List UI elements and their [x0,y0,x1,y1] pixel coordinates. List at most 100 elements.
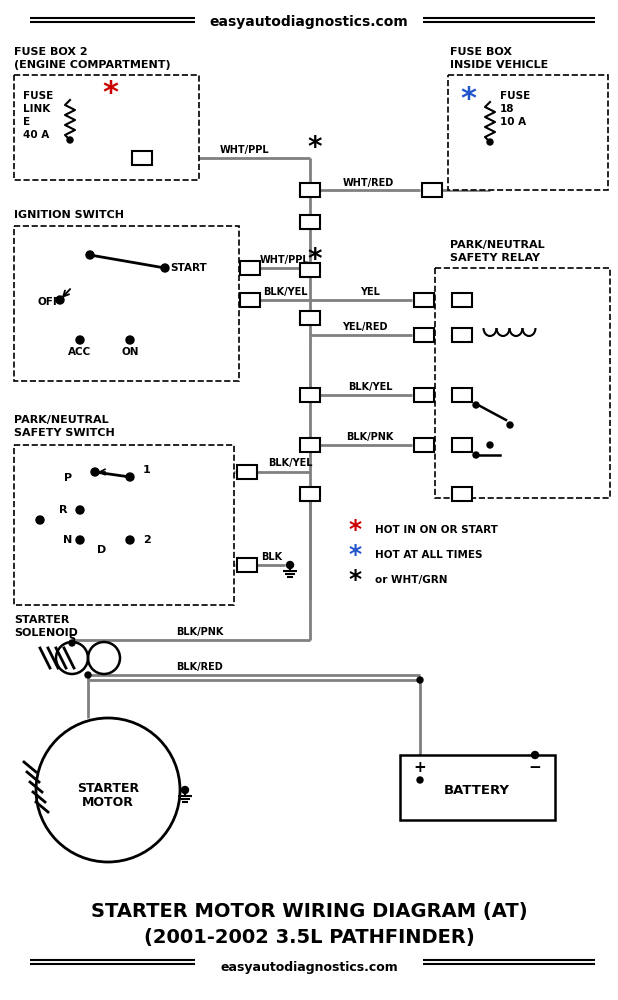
Text: START: START [170,263,207,273]
Text: IGNITION SWITCH: IGNITION SWITCH [14,210,124,220]
Bar [300,263,320,277]
Circle shape [126,473,134,481]
Text: STARTER MOTOR WIRING DIAGRAM (AT): STARTER MOTOR WIRING DIAGRAM (AT) [91,902,527,922]
Bar [300,311,320,325]
Bar [452,328,472,342]
Circle shape [69,640,75,646]
Circle shape [287,562,294,568]
Text: 2: 2 [143,535,151,545]
Circle shape [473,402,479,408]
Bar [132,151,152,165]
Text: N: N [63,535,72,545]
Text: BLK/YEL: BLK/YEL [263,287,307,297]
Text: HOT AT ALL TIMES: HOT AT ALL TIMES [375,550,483,560]
Bar [452,487,472,501]
Text: *: * [349,518,362,542]
Text: FUSE: FUSE [500,91,530,101]
Bar [300,388,320,402]
Bar [300,487,320,501]
Circle shape [76,336,84,344]
Text: 18: 18 [500,104,515,114]
Bar [300,438,320,452]
Bar [414,328,434,342]
Text: ACC: ACC [69,347,91,357]
Text: YEL: YEL [360,287,380,297]
Circle shape [487,442,493,448]
Circle shape [507,422,513,428]
Text: SAFETY RELAY: SAFETY RELAY [450,253,540,263]
Bar [448,75,608,190]
Text: −: − [528,760,541,776]
Text: PARK/NEUTRAL: PARK/NEUTRAL [14,415,109,425]
Text: SOLENOID: SOLENOID [14,628,78,638]
Text: STARTER: STARTER [14,615,69,625]
Bar [452,293,472,307]
Text: WHT/PPL: WHT/PPL [260,255,310,265]
Circle shape [487,139,493,145]
Text: MOTOR: MOTOR [82,796,134,810]
Text: D: D [98,545,107,555]
Bar [452,388,472,402]
Circle shape [76,536,84,544]
Text: OFF: OFF [38,297,61,307]
Circle shape [36,516,44,524]
Text: STARTER: STARTER [77,782,139,794]
Text: *: * [349,543,362,567]
Bar [300,215,320,229]
Text: HOT IN ON OR START: HOT IN ON OR START [375,525,498,535]
Circle shape [473,452,479,458]
Text: easyautodiagnostics.com: easyautodiagnostics.com [220,962,398,974]
Text: E: E [23,117,30,127]
Text: BLK/PNK: BLK/PNK [346,432,394,442]
Text: BLK/RED: BLK/RED [177,662,223,672]
Bar [14,445,234,605]
Text: BLK/YEL: BLK/YEL [268,458,312,468]
Text: WHT/PPL: WHT/PPL [220,145,270,155]
Circle shape [126,336,134,344]
Circle shape [76,506,84,514]
Text: FUSE: FUSE [23,91,53,101]
Circle shape [85,672,91,678]
Text: R: R [59,505,68,515]
Text: BLK/YEL: BLK/YEL [348,382,392,392]
Text: *: * [349,568,362,592]
Circle shape [67,137,73,143]
Text: FUSE BOX 2: FUSE BOX 2 [14,47,88,57]
Text: *: * [308,134,322,162]
Text: SAFETY SWITCH: SAFETY SWITCH [14,428,115,438]
Bar [435,268,610,498]
Bar [414,438,434,452]
Bar [240,293,260,307]
Bar [14,226,239,381]
Text: 1: 1 [143,465,151,475]
Bar [14,75,199,180]
Circle shape [91,468,99,476]
Text: 40 A: 40 A [23,130,49,140]
Circle shape [86,251,94,259]
Text: *: * [308,246,322,274]
Text: INSIDE VEHICLE: INSIDE VEHICLE [450,60,548,70]
Text: S: S [69,634,75,644]
Bar [240,261,260,275]
Bar [400,755,555,820]
Circle shape [531,752,538,758]
Bar [414,293,434,307]
Bar [452,438,472,452]
Text: BLK/PNK: BLK/PNK [176,627,224,637]
Bar [300,183,320,197]
Bar [414,388,434,402]
Text: *: * [102,79,118,107]
Circle shape [161,264,169,272]
Bar [237,558,257,572]
Text: FUSE BOX: FUSE BOX [450,47,512,57]
Text: (2001-2002 3.5L PATHFINDER): (2001-2002 3.5L PATHFINDER) [143,928,475,948]
Circle shape [56,296,64,304]
Text: YEL/RED: YEL/RED [342,322,387,332]
Text: easyautodiagnostics.com: easyautodiagnostics.com [210,15,408,29]
Circle shape [182,786,188,794]
Circle shape [417,777,423,783]
Bar [422,183,442,197]
Text: 10 A: 10 A [500,117,526,127]
Text: BLK: BLK [261,552,282,562]
Bar [237,465,257,479]
